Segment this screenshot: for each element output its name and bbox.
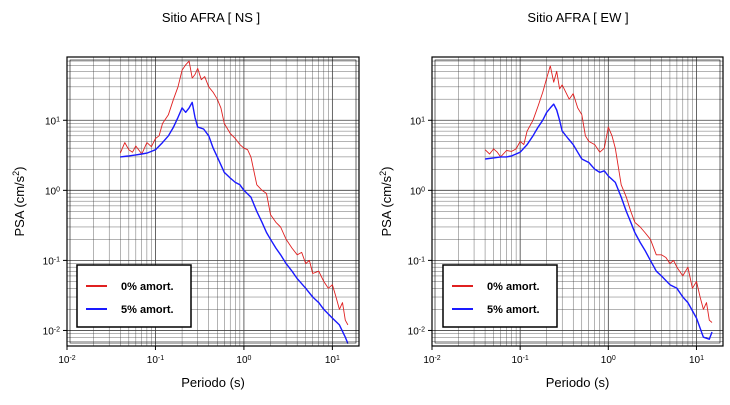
x-axis-label: Periodo (s) [546,375,610,390]
x-axis-label: Periodo (s) [181,375,245,390]
chart-title: Sitio AFRA [ EW ] [527,10,628,25]
x-tick-label: 101 [689,355,704,367]
chart-title: Sitio AFRA [ NS ] [162,10,260,25]
y-tick-label: 10-1 [408,256,425,268]
legend-box [442,264,558,328]
legend: 0% amort. 5% amort. [442,264,558,328]
x-tick-label: 101 [325,355,340,367]
x-tick-label: 10-2 [423,355,440,367]
y-tick-label: 100 [45,186,60,198]
y-tick-label: 101 [410,116,425,128]
plot-frame [431,56,724,347]
plot-frame [66,56,360,347]
legend: 0% amort. 5% amort. [76,264,192,328]
y-tick-label: 10-2 [43,326,60,338]
series-line-blue [485,103,713,340]
y-tick-label: 100 [410,186,425,198]
series-line-blue [120,101,349,344]
x-tick-label: 10-2 [58,355,75,367]
legend-label: 0% amort. [121,281,174,293]
x-tick-label: 10-1 [147,355,164,367]
x-tick-label: 10-1 [511,355,528,367]
series-line-red [484,65,713,323]
legend-label: 5% amort. [487,304,540,316]
y-tick-label: 101 [45,116,60,128]
chart-panel-1: Sitio AFRA [ NS ] 10-2 10-1 100 101 10-2 10-1 1… [11,10,360,390]
legend-box [76,264,192,328]
y-axis-label: PSA (cm/s2) [378,166,394,236]
legend-label: 0% amort. [487,281,540,293]
x-tick-label: 100 [236,355,251,367]
series-line-red [119,60,349,326]
chart-panel-2: Sitio AFRA [ EW ] 10-2 10-1 100 101 10-2 10-1 1… [378,10,724,390]
legend-label: 5% amort. [121,304,174,316]
y-tick-label: 10-1 [43,256,60,268]
y-tick-label: 10-2 [408,326,425,338]
y-axis-label: PSA (cm/s2) [11,166,27,236]
plot-frame-inner [69,59,357,344]
plot-frame-inner [434,59,721,344]
x-tick-label: 100 [601,355,616,367]
